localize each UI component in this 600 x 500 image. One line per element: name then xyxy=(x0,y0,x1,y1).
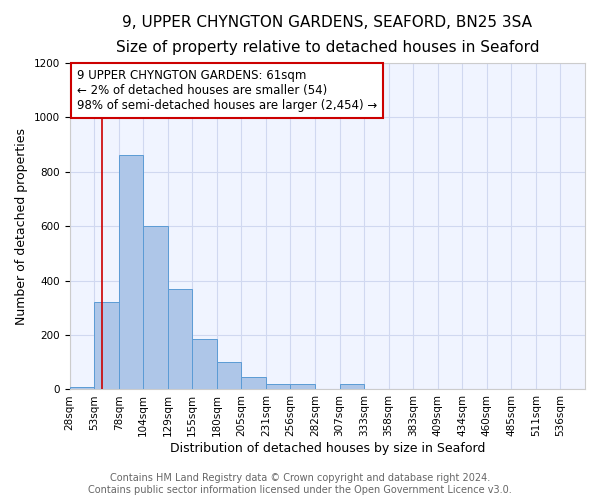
Bar xyxy=(168,288,192,390)
Bar xyxy=(241,377,266,390)
Title: 9, UPPER CHYNGTON GARDENS, SEAFORD, BN25 3SA
Size of property relative to detach: 9, UPPER CHYNGTON GARDENS, SEAFORD, BN25… xyxy=(116,15,539,54)
Bar xyxy=(70,386,94,390)
Bar xyxy=(143,226,168,390)
Bar xyxy=(290,384,315,390)
Bar xyxy=(192,339,217,390)
Bar xyxy=(94,302,119,390)
Bar xyxy=(119,156,143,390)
Bar xyxy=(217,362,241,390)
Bar xyxy=(266,384,290,390)
Bar xyxy=(340,384,364,390)
Y-axis label: Number of detached properties: Number of detached properties xyxy=(15,128,28,324)
X-axis label: Distribution of detached houses by size in Seaford: Distribution of detached houses by size … xyxy=(170,442,485,455)
Text: 9 UPPER CHYNGTON GARDENS: 61sqm
← 2% of detached houses are smaller (54)
98% of : 9 UPPER CHYNGTON GARDENS: 61sqm ← 2% of … xyxy=(77,69,377,112)
Text: Contains HM Land Registry data © Crown copyright and database right 2024.
Contai: Contains HM Land Registry data © Crown c… xyxy=(88,474,512,495)
